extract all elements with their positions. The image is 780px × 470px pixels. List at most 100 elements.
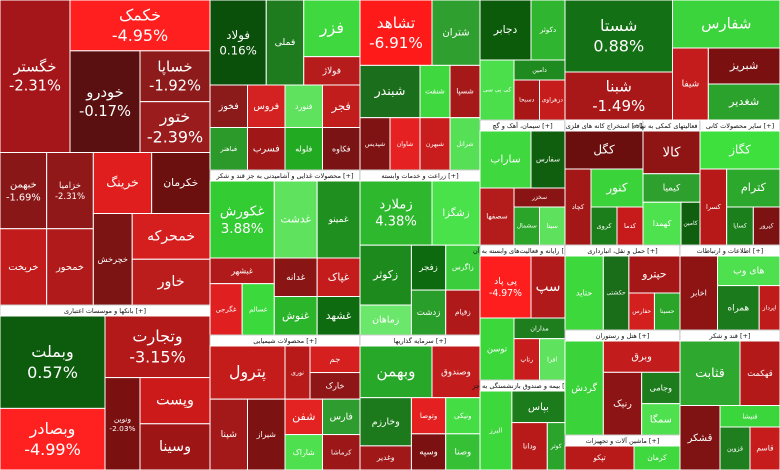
tile-name: شفن [292,410,315,423]
tile [322,127,361,171]
tile [726,206,754,246]
tile-name: شاوان [397,141,414,148]
sector-label: قند و شکر [+] [709,332,751,340]
tile-name: زدشت [417,308,441,318]
tile-name: زاگرس [452,263,474,272]
sector: حمل و نقل، انبارداری [+] حتاید حکشتی حپترو ح… [564,244,681,331]
tile [359,117,391,171]
sector: قند و شکر [+] قثابت قهکمت قشکر قنیشا قزوین قاس… [679,329,780,470]
tile-name: کگل [593,143,615,157]
sector-label: رایانه و فعالیت‌های وابسته به آن [+] [473,246,572,255]
tile [69,0,211,52]
tile [445,244,481,291]
tile-name: سخزر [531,194,547,201]
tile-name: سشمال [517,223,537,230]
sector: استخراج کانه های فلزی [+] کگل کچاد کنور کروی… [564,119,644,246]
sector-label: ماشین آلات و تجهیزات [+] [586,436,660,445]
tile-name: البرز [489,427,503,435]
tile [431,345,481,399]
tile-name: خمحرکه [147,228,195,244]
tile [284,434,323,470]
tile [359,180,433,246]
tile-name: زفجر [418,263,438,273]
tile-name: شرانل [456,141,473,148]
tile-name: زملارد [379,198,412,213]
sector-label: بیمه و صندوق بازنشستگی به جز [+] [471,382,572,390]
tile-change: -1.49% [592,97,645,115]
tile-name: وبرق [631,352,651,363]
sector: هتل و رستوران [+] گردش وبرق رنیک وجامی سمگا [564,329,681,436]
tile [104,315,211,379]
tile-change: -6.91% [369,34,423,52]
sector-label: سیمان، آهک و گچ [+] [492,121,552,130]
tile-name: دزهراوی [542,97,564,104]
tile-name: قنیشا [742,412,757,420]
tile-name: قهکمت [747,368,773,378]
tile-name: فنورد [295,102,313,111]
sector: فعالیتهای کمکی به نهاده [+] کالا کیمیا کهمد… [633,119,710,246]
sector: سایر محصولات کانی [+] کگاز کسرا کترام کساپا ک… [699,119,780,246]
tile-name: شبندر [374,83,406,99]
tile [602,255,630,331]
tile-name: رنیک [613,399,632,410]
tile-name: فزر [319,18,344,38]
tile-name: قشکر [687,433,713,444]
tile-name: نوری [291,370,304,377]
tile [131,258,211,306]
tile-name: وجامی [650,383,673,393]
tile-name: غسالم [249,305,268,313]
tile-name: وبهمن [377,362,416,380]
tile-name: فارس [330,411,353,422]
tile [431,180,481,246]
tile [564,340,604,436]
tile-name: کوثر [550,443,562,450]
tile-name: شبریز [729,59,759,73]
tile-name: کچاد [572,203,585,211]
tile [139,423,211,470]
tile [359,445,412,470]
tile-name: کسرا [706,203,722,211]
tile-name: خگستر [13,57,57,75]
tile-name: توسن [487,345,508,355]
tile-name: قثابت [695,365,725,380]
tile [0,228,48,306]
tile [69,50,141,153]
tile-name: حسینا [660,308,675,315]
tile-change: -0.17% [79,103,131,120]
tile [642,201,682,246]
tile-name: خبهمن [10,180,37,191]
tile [479,317,515,381]
tile [131,213,211,260]
tile-name: فکاوه [332,144,351,153]
tile-name: همراه [728,303,750,313]
tile-name: های وب [733,265,764,276]
sector-label: فعالیتهای کمکی به نهاده [+] [633,122,710,130]
tile-name: فملی [275,37,296,48]
tile [633,445,681,470]
tile-name: پترول [229,362,266,382]
tile-name: قزوین [727,446,743,453]
tile-name: غنوش [282,309,310,322]
tile-name: کی بی سی [483,87,512,94]
tile-name: ونوین [114,414,131,423]
sector-label: بانکها و موسسات اعتباری [+] [64,307,146,315]
tile-name: خارک [325,380,344,390]
tile [628,255,681,294]
tile-name: فباهنر [219,145,237,153]
tile [479,255,532,319]
tile-change: 0.88% [593,37,644,56]
tile-name: فلوله [295,144,312,153]
tile-name: فولاد [226,28,250,43]
tile [564,0,673,73]
tile-name: دکوثر [539,25,556,34]
tile-name: شغدیر [728,95,759,109]
tile-name: شسپا [456,87,474,96]
sector: شستا 0.88% شبنا-1.49% شفارس شیفا شبریز شغدیر [564,0,780,121]
tile-name: زکوثر [372,268,398,281]
tile-name: پی پاد [494,276,517,287]
tile [0,407,106,470]
sector-label: سایر محصولات کانی [+] [706,122,774,130]
tile-name: وتجارت [132,327,182,347]
tile-name: شیراز [256,430,276,439]
